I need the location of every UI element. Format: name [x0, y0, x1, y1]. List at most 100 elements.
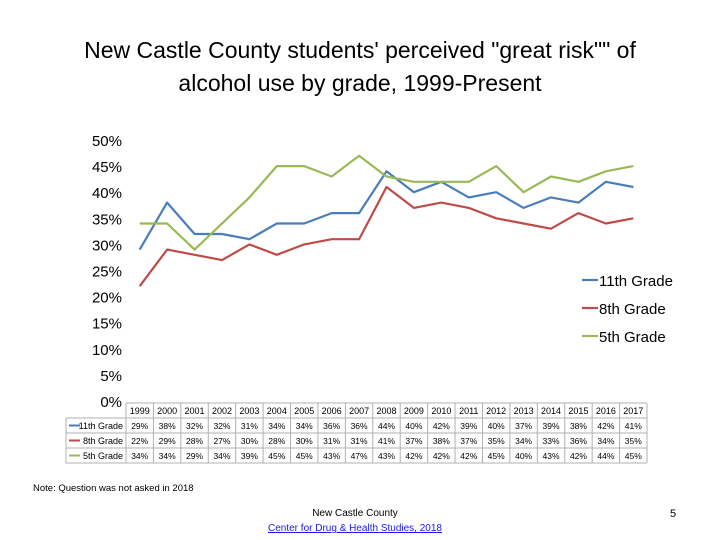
data-label: 33%: [543, 436, 560, 446]
x-tick-label: 2006: [322, 406, 342, 416]
y-tick-label: 15%: [92, 316, 122, 333]
data-label: 34%: [515, 436, 532, 446]
data-label: 44%: [378, 421, 395, 431]
y-tick-label: 35%: [92, 211, 122, 228]
table-series-label: 5th Grade: [83, 451, 123, 461]
y-tick-label: 30%: [92, 237, 122, 254]
data-label: 39%: [543, 421, 560, 431]
x-tick-label: 2009: [404, 406, 424, 416]
y-tick-label: 5%: [100, 368, 122, 385]
data-label: 37%: [405, 436, 422, 446]
data-label: 45%: [268, 451, 285, 461]
footnote: Note: Question was not asked in 2018: [33, 483, 194, 494]
data-label: 29%: [131, 421, 148, 431]
data-label: 37%: [460, 436, 477, 446]
y-tick-label: 20%: [92, 290, 122, 307]
data-label: 45%: [625, 451, 642, 461]
x-tick-label: 2011: [459, 406, 478, 416]
data-label: 22%: [131, 436, 148, 446]
data-label: 34%: [268, 421, 285, 431]
y-tick-label: 10%: [92, 342, 122, 359]
x-tick-label: 2003: [239, 406, 259, 416]
x-tick-label: 2015: [568, 406, 588, 416]
y-tick-label: 0%: [100, 394, 122, 411]
data-label: 30%: [296, 436, 313, 446]
x-tick-label: 2004: [267, 406, 287, 416]
data-label: 28%: [268, 436, 285, 446]
data-label: 31%: [323, 436, 340, 446]
series-line: [139, 154, 634, 251]
page-number: 5: [670, 508, 677, 520]
data-label: 45%: [488, 451, 505, 461]
title-line-1: New Castle County students' perceived "g…: [84, 37, 636, 63]
x-tick-label: 1999: [130, 406, 150, 416]
data-label: 34%: [159, 451, 176, 461]
data-label: 40%: [405, 421, 422, 431]
data-label: 45%: [296, 451, 313, 461]
series-line: [138, 170, 634, 251]
x-tick-label: 2002: [212, 406, 232, 416]
data-label: 30%: [241, 436, 258, 446]
data-label: 43%: [543, 451, 560, 461]
data-label: 37%: [515, 421, 532, 431]
x-tick-label: 2001: [185, 406, 205, 416]
data-label: 38%: [433, 436, 450, 446]
data-label: 42%: [405, 451, 422, 461]
x-tick-label: 2014: [541, 406, 561, 416]
data-label: 41%: [625, 421, 642, 431]
data-label: 28%: [186, 436, 203, 446]
legend-label: 8th Grade: [599, 301, 666, 318]
footer-link[interactable]: Center for Drug & Health Studies, 2018: [268, 523, 442, 534]
x-tick-label: 2007: [349, 406, 369, 416]
x-tick-label: 2016: [596, 406, 616, 416]
data-label: 36%: [323, 421, 340, 431]
legend-label: 5th Grade: [599, 329, 666, 346]
data-label: 42%: [597, 421, 614, 431]
data-label: 43%: [378, 451, 395, 461]
x-tick-label: 2013: [514, 406, 534, 416]
data-label: 35%: [488, 436, 505, 446]
y-tick-label: 45%: [92, 159, 122, 176]
chart-title: New Castle County students' perceived "g…: [20, 34, 700, 100]
data-label: 29%: [159, 436, 176, 446]
data-label: 42%: [433, 421, 450, 431]
data-label: 34%: [597, 436, 614, 446]
data-label: 42%: [460, 451, 477, 461]
data-label: 44%: [597, 451, 614, 461]
data-label: 34%: [131, 451, 148, 461]
legend-label: 11th Grade: [599, 273, 673, 290]
series-line: [138, 185, 634, 287]
data-label: 38%: [159, 421, 176, 431]
y-tick-label: 25%: [92, 264, 122, 281]
data-label: 32%: [186, 421, 203, 431]
data-label: 42%: [433, 451, 450, 461]
y-tick-label: 40%: [92, 185, 122, 202]
data-label: 32%: [213, 421, 230, 431]
data-label: 29%: [186, 451, 203, 461]
x-tick-label: 2008: [376, 406, 396, 416]
x-tick-label: 2010: [431, 406, 451, 416]
x-tick-label: 2017: [623, 406, 643, 416]
data-label: 43%: [323, 451, 340, 461]
title-line-2: alcohol use by grade, 1999-Present: [178, 70, 542, 96]
data-label: 40%: [488, 421, 505, 431]
data-label: 47%: [351, 451, 368, 461]
footer-org: New Castle County: [312, 508, 398, 519]
data-label: 35%: [625, 436, 642, 446]
x-tick-label: 2005: [294, 406, 314, 416]
data-label: 34%: [213, 451, 230, 461]
data-label: 27%: [213, 436, 230, 446]
footer: New Castle County Center for Drug & Heal…: [230, 506, 480, 536]
table-series-label: 11th Grade: [79, 421, 123, 431]
x-tick-label: 2012: [486, 406, 506, 416]
table-series-label: 8th Grade: [83, 436, 123, 446]
data-label: 39%: [460, 421, 477, 431]
data-label: 31%: [241, 421, 258, 431]
data-label: 42%: [570, 451, 587, 461]
data-label: 31%: [351, 436, 368, 446]
data-label: 40%: [515, 451, 532, 461]
x-tick-label: 2000: [157, 406, 177, 416]
data-label: 34%: [296, 421, 313, 431]
data-label: 36%: [351, 421, 368, 431]
